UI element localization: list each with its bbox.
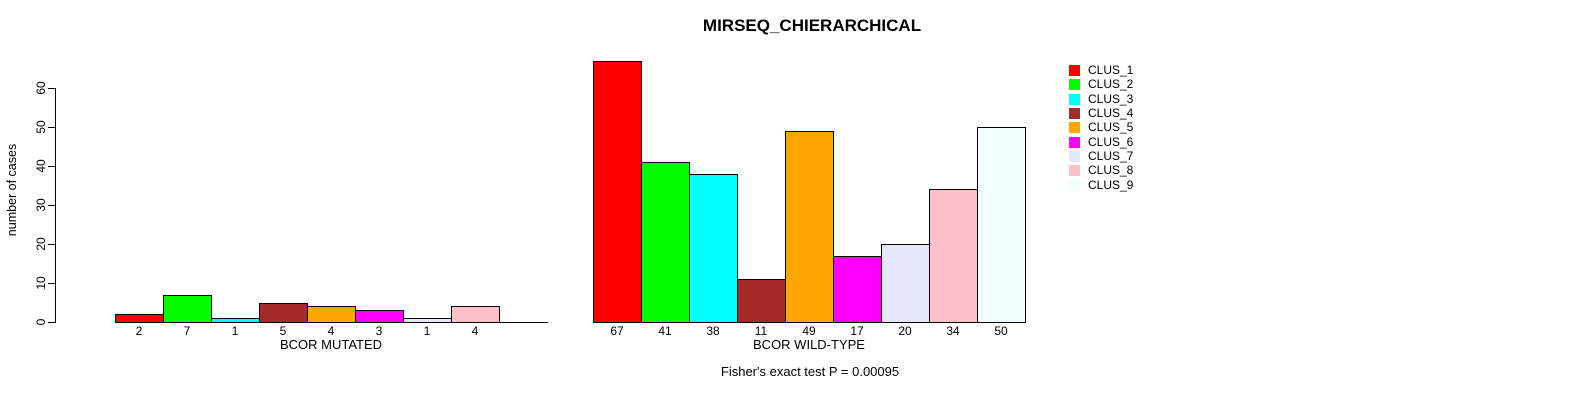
bar-clus_3 [689, 174, 738, 323]
y-tick-label: 0 [34, 318, 48, 326]
legend-swatch [1069, 136, 1080, 148]
legend-label: CLUS_5 [1088, 120, 1134, 134]
y-tick-label: 40 [34, 159, 48, 173]
legend-swatch [1069, 150, 1080, 162]
bar-clus_1 [115, 314, 164, 323]
legend-swatch [1069, 164, 1080, 176]
legend-label: CLUS_1 [1088, 63, 1134, 77]
legend-item: CLUS_2 [1069, 77, 1133, 91]
bar-value-label: 5 [279, 324, 287, 338]
bar-value-label: 38 [706, 324, 720, 338]
bar-clus_8 [451, 306, 500, 323]
bar-clus_4 [737, 279, 786, 323]
bar-clus_2 [163, 295, 212, 323]
bar-clus_5 [307, 306, 356, 323]
bar-value-label: 50 [994, 324, 1008, 338]
legend-swatch [1069, 78, 1080, 90]
legend-label: CLUS_8 [1088, 163, 1134, 177]
legend-item: CLUS_6 [1069, 135, 1133, 149]
legend-label: CLUS_7 [1088, 149, 1134, 163]
bar-value-label: 67 [610, 324, 624, 338]
legend-item: CLUS_9 [1069, 178, 1133, 192]
bar-value-label: 4 [327, 324, 335, 338]
y-tick-mark [48, 127, 55, 128]
y-tick-label: 60 [34, 81, 48, 95]
y-tick-label: 50 [34, 120, 48, 134]
chart-title: MIRSEQ_CHIERARCHICAL [702, 16, 922, 35]
legend-item: CLUS_4 [1069, 106, 1133, 120]
fisher-test-annotation: Fisher's exact test P = 0.00095 [720, 364, 900, 379]
bar-value-label: 11 [754, 324, 768, 338]
bar-clus_9 [977, 127, 1026, 323]
bar-value-label: 34 [946, 324, 960, 338]
bar-clus_8 [929, 189, 978, 323]
bar-value-label: 49 [802, 324, 816, 338]
legend-label: CLUS_6 [1088, 135, 1134, 149]
legend-item: CLUS_7 [1069, 149, 1133, 163]
legend-item: CLUS_1 [1069, 63, 1133, 77]
y-tick-label: 20 [34, 237, 48, 251]
bar-clus_7 [881, 244, 930, 323]
bar-clus_4 [259, 303, 308, 323]
legend-item: CLUS_5 [1069, 120, 1133, 134]
y-tick-mark [48, 166, 55, 167]
bar-clus_5 [785, 131, 834, 323]
y-axis-line [55, 88, 56, 323]
bar-value-label: 7 [183, 324, 191, 338]
y-tick-mark [48, 205, 55, 206]
y-tick-label: 10 [34, 276, 48, 290]
bar-clus_7 [403, 318, 452, 323]
legend-swatch [1069, 93, 1080, 105]
bar-clus_3 [211, 318, 260, 323]
bar-clus_1 [593, 61, 642, 323]
legend-label: CLUS_2 [1088, 77, 1134, 91]
y-tick-mark [48, 283, 55, 284]
bar-clus_6 [833, 256, 882, 323]
y-tick-mark [48, 88, 55, 89]
legend-item: CLUS_8 [1069, 163, 1133, 177]
y-tick-mark [48, 322, 55, 323]
bar-value-label: 17 [850, 324, 864, 338]
bar-value-label: 2 [135, 324, 143, 338]
bar-value-label: 41 [658, 324, 672, 338]
bar-value-label: 1 [231, 324, 239, 338]
legend-item: CLUS_3 [1069, 92, 1133, 106]
y-axis-label: number of cases [5, 143, 19, 237]
x-axis-label-bcor-wild-type: BCOR WILD-TYPE [753, 337, 865, 352]
legend-swatch [1069, 64, 1080, 76]
x-axis-label-bcor-mutated: BCOR MUTATED [279, 337, 383, 352]
legend-swatch [1069, 179, 1080, 191]
y-tick-mark [48, 244, 55, 245]
legend-swatch [1069, 107, 1080, 119]
bar-value-label: 4 [471, 324, 479, 338]
bar-clus_6 [355, 310, 404, 323]
legend-label: CLUS_4 [1088, 106, 1134, 120]
bar-value-label: 1 [423, 324, 431, 338]
legend-label: CLUS_3 [1088, 92, 1134, 106]
legend-label: CLUS_9 [1088, 178, 1134, 192]
legend-swatch [1069, 121, 1080, 133]
bar-value-label: 3 [375, 324, 383, 338]
bar-value-label: 20 [898, 324, 912, 338]
y-tick-label: 30 [34, 198, 48, 212]
bar-clus_2 [641, 162, 690, 323]
